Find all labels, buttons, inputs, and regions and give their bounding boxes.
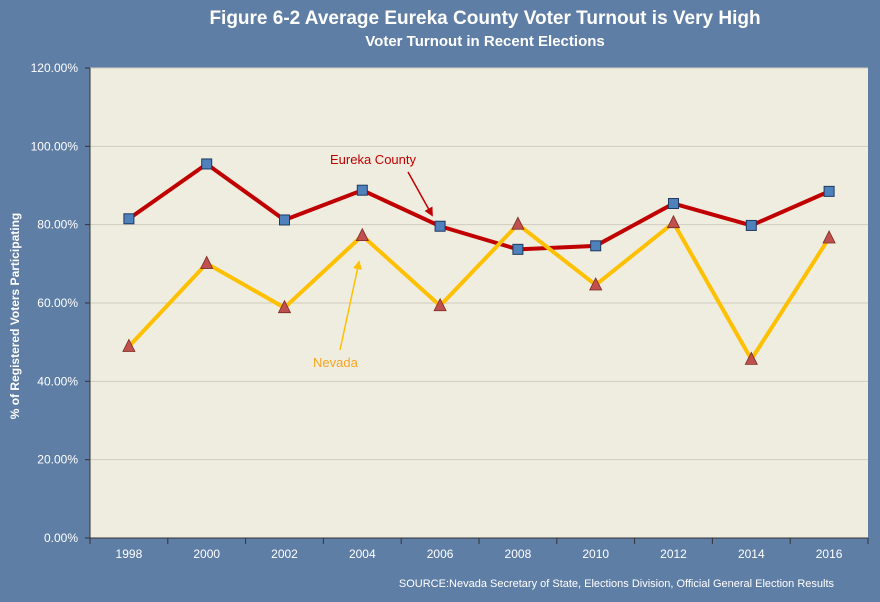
annotations: Eureka County Nevada bbox=[313, 152, 433, 370]
data-point-triangle bbox=[822, 230, 836, 244]
data-point-triangle bbox=[744, 351, 758, 365]
chart-subtitle: Voter Turnout in Recent Elections bbox=[365, 33, 605, 50]
data-point-square bbox=[590, 240, 602, 252]
axes bbox=[89, 68, 869, 544]
chart-title: Figure 6-2 Average Eureka County Voter T… bbox=[209, 8, 761, 29]
annotation-arrow-nevada bbox=[339, 260, 362, 351]
data-point-square bbox=[668, 198, 679, 210]
data-point-square bbox=[123, 213, 135, 225]
x-tick-label: 1998 bbox=[116, 547, 143, 561]
data-point-square bbox=[823, 185, 835, 197]
y-tick-label: 100.00% bbox=[31, 139, 79, 153]
y-tick-label: 20.00% bbox=[37, 453, 78, 467]
y-tick-label: 80.00% bbox=[37, 218, 78, 232]
data-point-triangle bbox=[433, 297, 447, 312]
annotation-nevada: Nevada bbox=[313, 355, 359, 370]
x-tick-label: 2006 bbox=[427, 547, 454, 561]
x-tick-label: 2008 bbox=[505, 547, 532, 561]
y-tick-labels: 0.00% 20.00% 40.00% 60.00% 80.00% 100.00% 120.… bbox=[31, 61, 79, 545]
data-point-square bbox=[201, 158, 213, 170]
x-tick-label: 2000 bbox=[193, 547, 220, 561]
x-tick-label: 2002 bbox=[271, 547, 298, 561]
annotation-eureka-county: Eureka County bbox=[330, 152, 416, 167]
gridlines bbox=[85, 67, 868, 539]
x-tick-label: 2014 bbox=[738, 547, 765, 561]
data-point-square bbox=[512, 243, 524, 255]
source-note: SOURCE:Nevada Secretary of State, Electi… bbox=[398, 578, 834, 590]
data-point-triangle bbox=[200, 255, 214, 269]
data-point-triangle bbox=[666, 214, 681, 229]
x-tick-label: 2016 bbox=[816, 547, 843, 561]
x-tick-label: 2010 bbox=[582, 547, 609, 561]
x-tick-labels: 1998 2000 2002 2004 2006 2008 2010 2012 2014 2016 bbox=[116, 547, 843, 561]
y-tick-label: 60.00% bbox=[37, 296, 78, 310]
y-tick-label: 0.00% bbox=[44, 531, 78, 545]
annotation-arrow-eureka bbox=[407, 171, 433, 217]
data-point-triangle bbox=[589, 277, 603, 291]
x-tick-label: 2012 bbox=[660, 547, 687, 561]
data-point-square bbox=[279, 214, 290, 226]
y-tick-label: 120.00% bbox=[31, 61, 79, 75]
x-tick-label: 2004 bbox=[349, 547, 376, 561]
series-lines bbox=[127, 161, 831, 362]
series-line-0 bbox=[127, 161, 830, 252]
data-point-triangle bbox=[355, 227, 369, 242]
y-tick-label: 40.00% bbox=[37, 374, 78, 388]
data-point-square bbox=[356, 184, 368, 196]
y-axis-label: % of Registered Voters Participating bbox=[8, 213, 22, 420]
data-point-triangle bbox=[511, 216, 525, 230]
series-markers bbox=[122, 158, 836, 365]
data-point-triangle bbox=[122, 338, 136, 352]
data-point-triangle bbox=[277, 299, 292, 314]
series-line-1 bbox=[127, 220, 831, 362]
data-point-square bbox=[434, 220, 446, 232]
data-point-square bbox=[745, 219, 757, 231]
